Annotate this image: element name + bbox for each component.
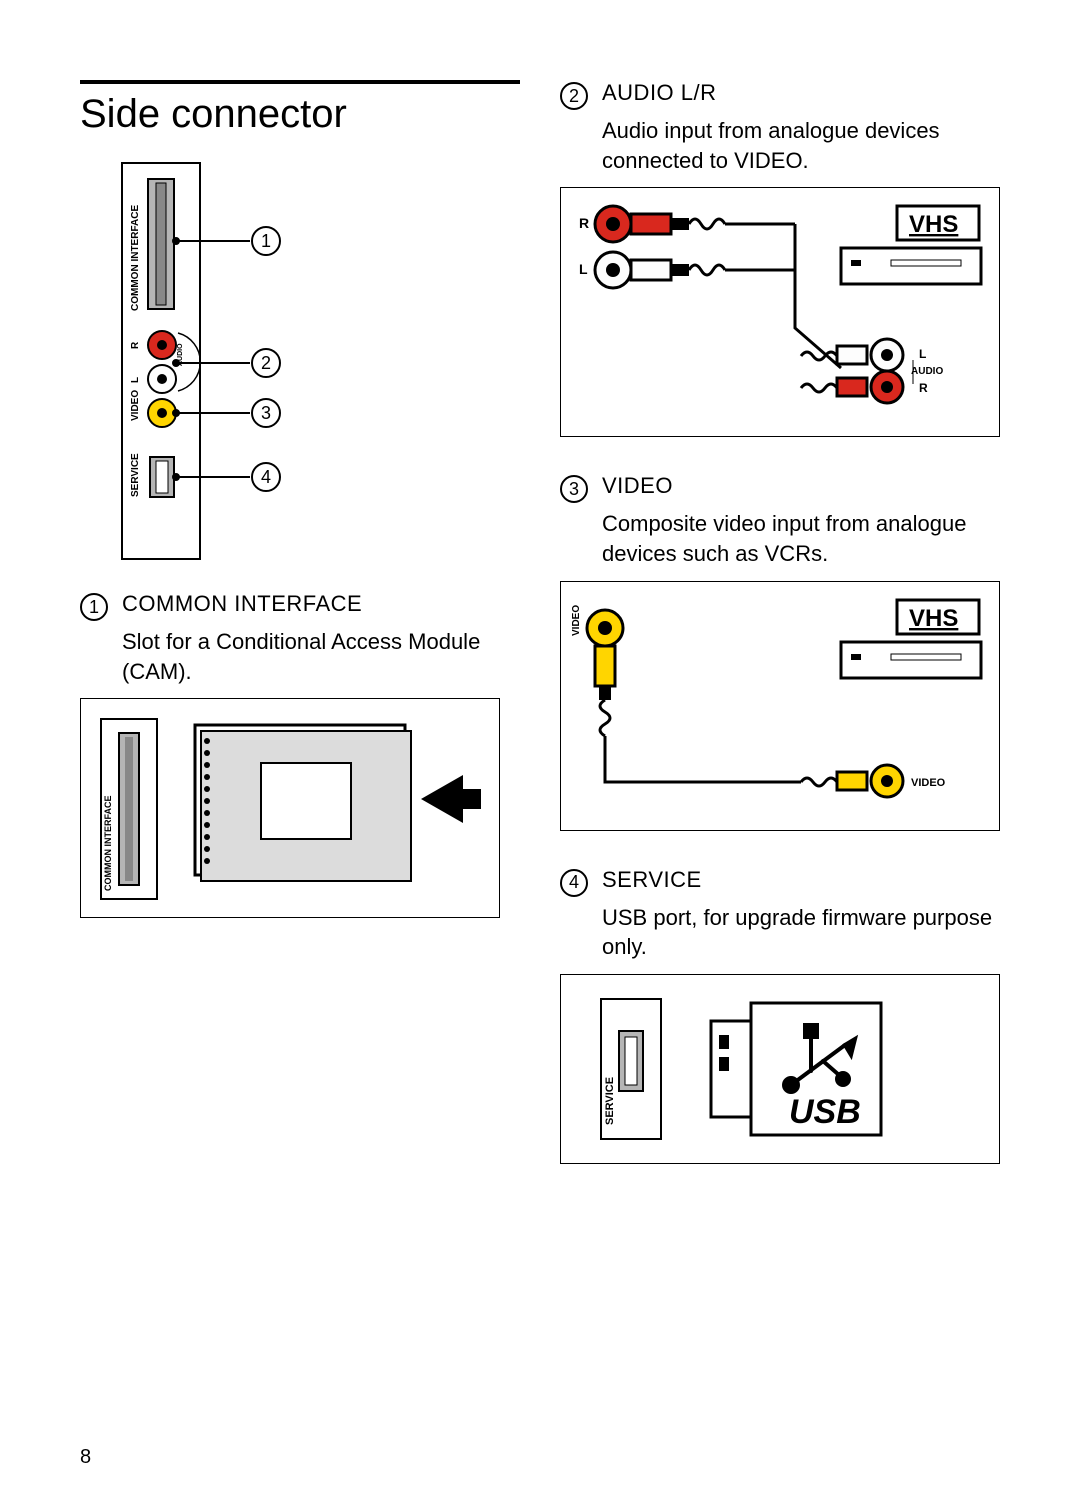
item-2-number: 2 <box>560 82 588 110</box>
item-2-title: AUDIO L/R <box>602 80 717 106</box>
figure-audio: R L <box>560 187 1000 437</box>
item-1-heading: 1 COMMON INTERFACE <box>80 591 520 621</box>
svg-text:L: L <box>919 347 926 361</box>
figure-service: SERVICE USB <box>560 974 1000 1164</box>
right-column: 2 AUDIO L/R Audio input from analogue de… <box>560 80 1000 1200</box>
svg-text:1: 1 <box>261 231 271 251</box>
item-1-number: 1 <box>80 593 108 621</box>
svg-text:4: 4 <box>261 467 271 487</box>
item-4-title: SERVICE <box>602 867 702 893</box>
svg-text:R: R <box>919 381 928 395</box>
svg-text:R: R <box>579 215 589 231</box>
item-3-number: 3 <box>560 475 588 503</box>
heading-rule <box>80 80 520 84</box>
svg-text:R: R <box>130 341 141 349</box>
item-4-heading: 4 SERVICE <box>560 867 1000 897</box>
svg-text:SERVICE: SERVICE <box>604 1077 616 1125</box>
svg-text:VIDEO: VIDEO <box>911 777 946 789</box>
page-number: 8 <box>80 1446 91 1469</box>
item-1-desc: Slot for a Conditional Access Module (CA… <box>122 627 520 686</box>
item-3-title: VIDEO <box>602 473 673 499</box>
item-1-title: COMMON INTERFACE <box>122 591 362 617</box>
left-column: Side connector COMMON INTERFACE R L <box>80 80 520 1200</box>
vhs-logo: VHS <box>909 211 958 238</box>
side-panel-diagram: COMMON INTERFACE R L AUDIO VIDEO S <box>80 161 260 561</box>
svg-text:COMMON INTERFACE: COMMON INTERFACE <box>103 796 113 892</box>
figure-cam: COMMON INTERFACE <box>80 698 500 918</box>
svg-text:3: 3 <box>261 403 271 423</box>
svg-text:VIDEO: VIDEO <box>571 604 582 635</box>
item-4-desc: USB port, for upgrade firmware purpose o… <box>602 903 1000 962</box>
section-title: Side connector <box>80 92 520 137</box>
svg-text:2: 2 <box>261 353 271 373</box>
label-common-interface: COMMON INTERFACE <box>130 205 141 311</box>
item-2-heading: 2 AUDIO L/R <box>560 80 1000 110</box>
vhs-logo: VHS <box>909 605 958 632</box>
item-2-desc: Audio input from analogue devices connec… <box>602 116 1000 175</box>
page: Side connector COMMON INTERFACE R L <box>0 0 1080 1240</box>
item-4-number: 4 <box>560 869 588 897</box>
item-3-desc: Composite video input from analogue devi… <box>602 509 1000 568</box>
svg-text:AUDIO: AUDIO <box>911 366 943 377</box>
svg-text:L: L <box>130 377 141 383</box>
usb-text: USB <box>789 1093 861 1131</box>
svg-text:SERVICE: SERVICE <box>130 453 141 497</box>
figure-video: VIDEO VIDEO <box>560 581 1000 831</box>
item-3-heading: 3 VIDEO <box>560 473 1000 503</box>
svg-text:VIDEO: VIDEO <box>130 390 141 421</box>
svg-text:L: L <box>579 261 588 277</box>
